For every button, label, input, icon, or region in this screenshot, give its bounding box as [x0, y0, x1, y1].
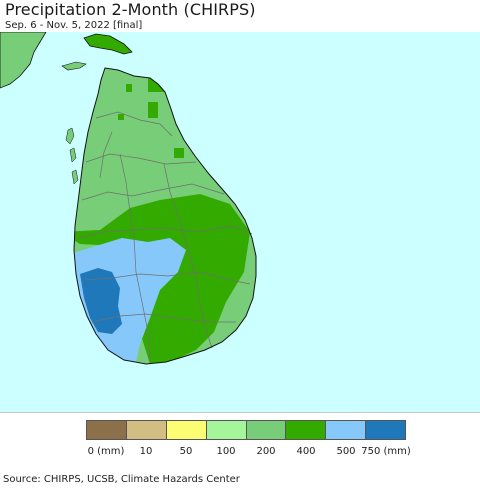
legend-labels: 0 (mm) 10 50 100 200 400 500 750 (mm)	[0, 446, 480, 460]
zone-north-patch-2	[148, 102, 158, 118]
legend-swatch-2	[166, 421, 207, 439]
precipitation-map	[0, 32, 480, 413]
legend-swatch-0	[87, 421, 127, 439]
zone-north-patch-4	[118, 114, 124, 120]
legend-swatch-5	[286, 421, 327, 439]
source-credit: Source: CHIRPS, UCSB, Climate Hazards Ce…	[3, 474, 240, 485]
district-boundaries	[77, 111, 253, 363]
legend-label-6: 500	[336, 446, 356, 457]
legend-swatch-3	[206, 421, 247, 439]
map-title: Precipitation 2-Month (CHIRPS)	[5, 0, 256, 19]
legend-label-5: 400	[296, 446, 316, 457]
zone-north-patch-3	[126, 84, 132, 92]
jaffna-peninsula	[83, 33, 133, 55]
legend-label-4: 200	[256, 446, 276, 457]
legend-label-2: 50	[179, 446, 193, 457]
legend-label-0: 0 (mm)	[87, 446, 125, 457]
legend-swatch-4	[246, 421, 287, 439]
zone-east-patch	[174, 148, 184, 158]
legend-label-7: 750 (mm)	[361, 446, 411, 457]
map-canvas	[0, 32, 480, 412]
west-coast-islets	[65, 127, 79, 185]
precipitation-legend	[86, 420, 406, 440]
legend-swatch-1	[126, 421, 167, 439]
mannar-island	[61, 61, 87, 71]
coastline	[73, 67, 257, 365]
legend-label-1: 10	[139, 446, 153, 457]
map-subtitle: Sep. 6 - Nov. 5, 2022 [final]	[5, 20, 143, 31]
legend-label-3: 100	[216, 446, 236, 457]
legend-swatch-7	[366, 421, 405, 439]
legend-swatch-6	[326, 421, 367, 439]
mainland-india	[0, 32, 47, 89]
